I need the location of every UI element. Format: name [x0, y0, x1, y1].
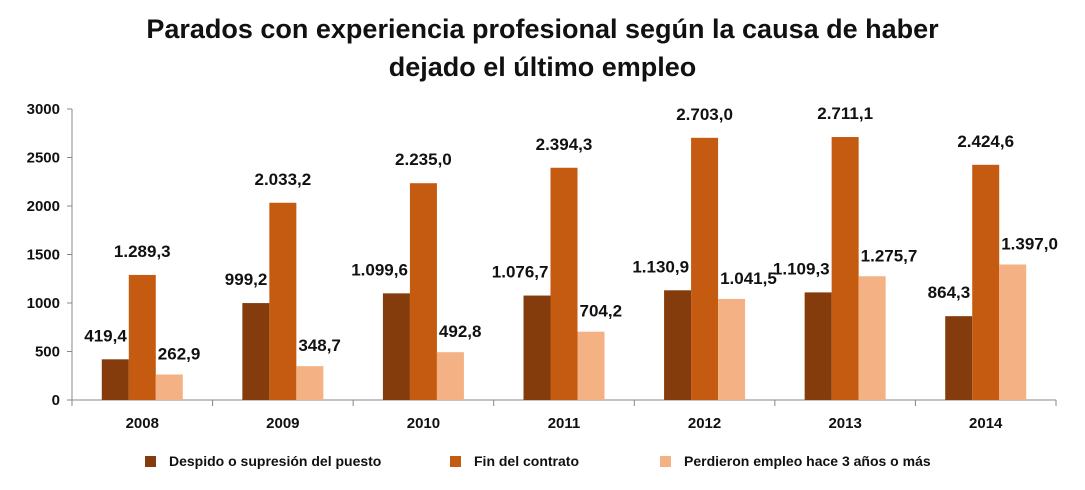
bar [831, 137, 859, 400]
bar [101, 359, 129, 400]
data-label: 348,7 [298, 336, 341, 355]
chart-title: Parados con experiencia profesional segú… [0, 10, 1085, 86]
legend-label: Fin del contrato [474, 453, 579, 469]
data-label: 1.130,9 [632, 257, 689, 276]
bar [523, 295, 551, 400]
bar [718, 298, 746, 400]
bar [577, 331, 605, 400]
bar [972, 164, 1000, 400]
data-label: 999,2 [225, 270, 268, 289]
chart-title-line-2: dejado el último empleo [388, 52, 697, 82]
y-tick-label: 0 [52, 392, 60, 409]
bar [409, 183, 437, 400]
data-label: 704,2 [580, 302, 623, 321]
y-tick-label: 2500 [27, 150, 60, 167]
chart-title-line-1: Parados con experiencia profesional segú… [146, 14, 939, 44]
legend: Despido o supresión del puesto Fin del co… [145, 453, 931, 469]
x-tick-label: 2012 [688, 415, 721, 432]
data-label: 2.711,1 [817, 104, 873, 123]
bar [269, 202, 297, 400]
data-label: 2.033,2 [254, 170, 311, 189]
data-label: 1.109,3 [773, 259, 830, 278]
data-label: 2.424,6 [957, 132, 1014, 151]
bar [128, 274, 156, 400]
bar [242, 303, 270, 400]
bar [664, 290, 692, 400]
bar [296, 366, 324, 400]
data-label: 2.703,0 [676, 105, 733, 124]
data-label: 1.076,7 [492, 263, 549, 282]
bar [691, 137, 719, 400]
legend-label: Despido o supresión del puesto [169, 453, 381, 469]
data-label: 262,9 [158, 344, 201, 363]
bar [382, 293, 410, 400]
data-label: 864,3 [928, 283, 971, 302]
bar [804, 292, 832, 400]
data-label: 492,8 [439, 322, 482, 341]
bar [550, 167, 578, 400]
data-label: 2.394,3 [536, 135, 593, 154]
bar [155, 374, 183, 400]
x-tick-label: 2014 [969, 415, 1003, 432]
x-tick-label: 2013 [828, 415, 861, 432]
axes: 0 500 1000 1500 2000 2500 3000 2008 2009 2010 2011… [27, 101, 1057, 432]
y-tick-label: 1000 [27, 295, 60, 312]
legend-swatch [450, 456, 461, 467]
bar [436, 352, 464, 400]
data-label: 1.099,6 [351, 260, 408, 279]
bars [101, 137, 1027, 400]
data-label: 1.289,3 [114, 242, 171, 261]
x-tick-label: 2011 [548, 415, 581, 432]
bar [999, 264, 1027, 400]
data-label: 419,4 [84, 326, 127, 345]
y-tick-label: 3000 [27, 101, 60, 118]
bar [858, 276, 886, 400]
y-tick-label: 2000 [27, 198, 60, 215]
data-label: 2.235,0 [395, 150, 452, 169]
x-tick-label: 2008 [126, 415, 159, 432]
legend-swatch [145, 456, 156, 467]
y-tick-label: 500 [35, 344, 60, 361]
bar [945, 316, 973, 400]
x-tick-label: 2010 [407, 415, 440, 432]
x-tick-label: 2009 [266, 415, 299, 432]
data-labels: 419,4 1.289,3 262,9 999,2 2.033,2 348,7 1.099,… [84, 104, 1058, 363]
data-label: 1.275,7 [861, 246, 918, 265]
legend-swatch [660, 456, 671, 467]
legend-label: Perdieron empleo hace 3 años o más [684, 453, 931, 469]
y-tick-label: 1500 [27, 247, 60, 264]
data-label: 1.041,5 [720, 269, 777, 288]
data-label: 1.397,0 [1001, 234, 1058, 253]
